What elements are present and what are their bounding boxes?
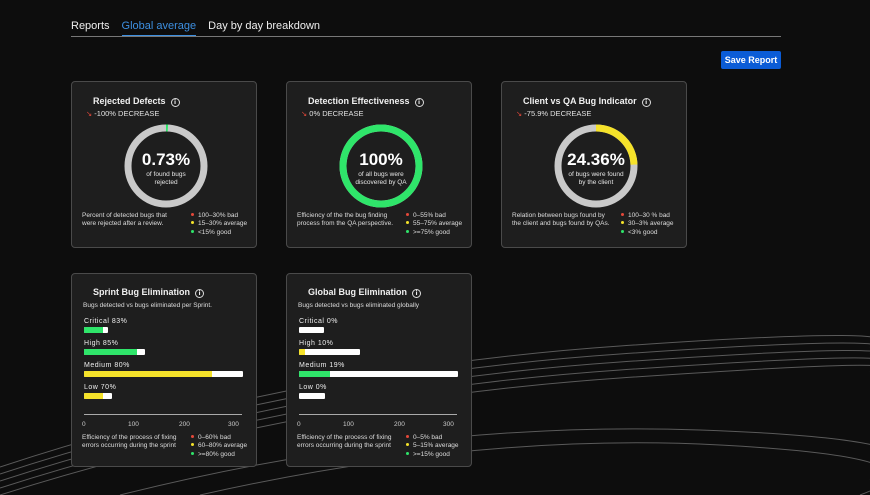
trend-indicator: ↘ -100% DECREASE	[86, 109, 160, 118]
bar-label-low: Low 0%	[299, 384, 327, 391]
bar-fill	[84, 349, 137, 355]
legend-item-bad: 0–55% bad	[406, 212, 462, 220]
card-title: Rejected Defects i	[93, 96, 180, 107]
legend: 100–30 % bad 30–3% average <3% good	[621, 212, 674, 237]
legend-item-good: >=15% good	[406, 451, 459, 459]
info-icon[interactable]: i	[170, 98, 180, 107]
gauge-value: 24.36%	[567, 150, 625, 169]
legend-item-bad: 0–5% bad	[406, 434, 459, 442]
card-description: Relation between bugs found by the clien…	[512, 212, 610, 227]
legend-item-bad: 100–30 % bad	[621, 212, 674, 220]
info-icon[interactable]: i	[195, 289, 204, 298]
x-axis	[84, 414, 242, 415]
client-vs-qa-card: Client vs QA Bug Indicator i ↘ -75.9% DECR…	[501, 81, 687, 248]
legend: 0–55% bad 55–75% average >=75% good	[406, 212, 462, 237]
legend-item-average: 55–75% average	[406, 220, 462, 228]
bar-low	[299, 393, 326, 399]
card-description: Efficiency of the process of fixing erro…	[82, 434, 177, 449]
trend-down-icon: ↘	[86, 109, 93, 118]
gauge: 100% of all bugs were discovered by QA	[338, 123, 424, 209]
x-tick: 200	[179, 421, 190, 428]
legend-item-bad: 100–30% bad	[191, 212, 247, 220]
detection-effectiveness-card: Detection Effectiveness i ↘ 0% DECREASE 10…	[286, 81, 472, 248]
bar-label-medium: Medium 19%	[299, 362, 345, 369]
legend-item-good: <3% good	[621, 229, 674, 237]
card-description: Efficiency of the process of fixing erro…	[297, 434, 392, 449]
legend-item-good: <15% good	[191, 229, 247, 237]
gauge-value: 100%	[359, 150, 403, 169]
gauge-arc	[124, 124, 208, 208]
bar-critical	[84, 327, 108, 333]
bar-label-critical: Critical 83%	[84, 318, 128, 325]
trend-indicator: ↘ -75.9% DECREASE	[516, 109, 592, 118]
bar-fill	[84, 393, 104, 399]
bar-fill	[84, 327, 104, 333]
legend-item-good: >=80% good	[191, 451, 247, 459]
bar-label-critical: Critical 0%	[299, 318, 338, 325]
tab-day-by-day-breakdown[interactable]: Day by day breakdown	[208, 20, 321, 32]
tab-global-average[interactable]: Global average	[121, 20, 197, 36]
legend-item-average: 5–15% average	[406, 442, 459, 450]
card-title: Client vs QA Bug Indicator i	[523, 96, 651, 107]
bar-high	[84, 349, 146, 355]
legend-item-average: 30–3% average	[621, 220, 674, 228]
gauge-caption: of bugs were found by the client	[568, 171, 624, 186]
x-tick: 100	[343, 421, 354, 428]
info-icon[interactable]: i	[414, 98, 424, 107]
bar-low	[84, 393, 112, 399]
legend: 0–60% bad 60–80% average >=80% good	[191, 434, 247, 459]
bar-medium	[299, 371, 459, 377]
gauge-caption: of found bugs rejected	[146, 171, 186, 186]
card-title: Sprint Bug Elimination i	[93, 287, 204, 298]
x-tick: 300	[443, 421, 454, 428]
bar-high	[299, 349, 361, 355]
x-tick: 0	[297, 421, 301, 428]
x-tick: 0	[82, 421, 86, 428]
bar-medium	[84, 371, 244, 377]
trend-indicator: ↘ 0% DECREASE	[301, 109, 364, 118]
bar-label-low: Low 70%	[84, 384, 117, 391]
bar-label-high: High 10%	[299, 340, 334, 347]
x-axis	[299, 414, 457, 415]
gauge-caption: of all bugs were discovered by QA	[355, 171, 407, 186]
sprint-bug-elimination-card: Sprint Bug Elimination i Bugs detected vs…	[71, 273, 257, 467]
trend-down-icon: ↘	[516, 109, 523, 118]
card-description: Efficiency of the the bug finding proces…	[297, 212, 394, 227]
legend-item-good: >=75% good	[406, 229, 462, 237]
info-icon[interactable]: i	[412, 289, 421, 298]
bar-fill	[84, 371, 212, 377]
bar-label-medium: Medium 80%	[84, 362, 130, 369]
tab-reports[interactable]: Reports	[71, 20, 110, 32]
legend-item-bad: 0–60% bad	[191, 434, 247, 442]
card-subtitle: Bugs detected vs bugs eliminated per Spr…	[83, 302, 212, 309]
trend-down-icon: ↘	[301, 109, 308, 118]
gauge-value: 0.73%	[141, 150, 191, 169]
x-tick: 300	[228, 421, 239, 428]
card-title: Global Bug Elimination i	[308, 287, 421, 298]
legend: 0–5% bad 5–15% average >=15% good	[406, 434, 459, 459]
legend-item-average: 15–30% average	[191, 220, 247, 228]
tab-bar: Reports Global average Day by day breakd…	[71, 20, 781, 37]
card-description: Percent of detected bugs that were rejec…	[82, 212, 167, 227]
card-subtitle: Bugs detected vs bugs eliminated globall…	[298, 302, 420, 309]
bar-label-high: High 85%	[84, 340, 119, 347]
x-tick: 100	[128, 421, 139, 428]
gauge: 0.73% of found bugs rejected	[123, 123, 209, 209]
gauge: 24.36% of bugs were found by the client	[553, 123, 639, 209]
x-tick: 200	[394, 421, 405, 428]
bar-fill	[299, 371, 330, 377]
gauge-arc	[554, 124, 638, 208]
card-title: Detection Effectiveness i	[308, 96, 424, 107]
global-bug-elimination-card: Global Bug Elimination i Bugs detected vs…	[286, 273, 472, 467]
rejected-defects-card: Rejected Defects i ↘ -100% DECREASE 0.73% …	[71, 81, 257, 248]
gauge-arc	[339, 124, 423, 208]
legend-item-average: 60–80% average	[191, 442, 247, 450]
bar-critical	[299, 327, 324, 333]
legend: 100–30% bad 15–30% average <15% good	[191, 212, 247, 237]
save-report-button[interactable]: Save Report	[721, 51, 781, 69]
info-icon[interactable]: i	[641, 98, 651, 107]
bar-fill	[299, 349, 306, 355]
